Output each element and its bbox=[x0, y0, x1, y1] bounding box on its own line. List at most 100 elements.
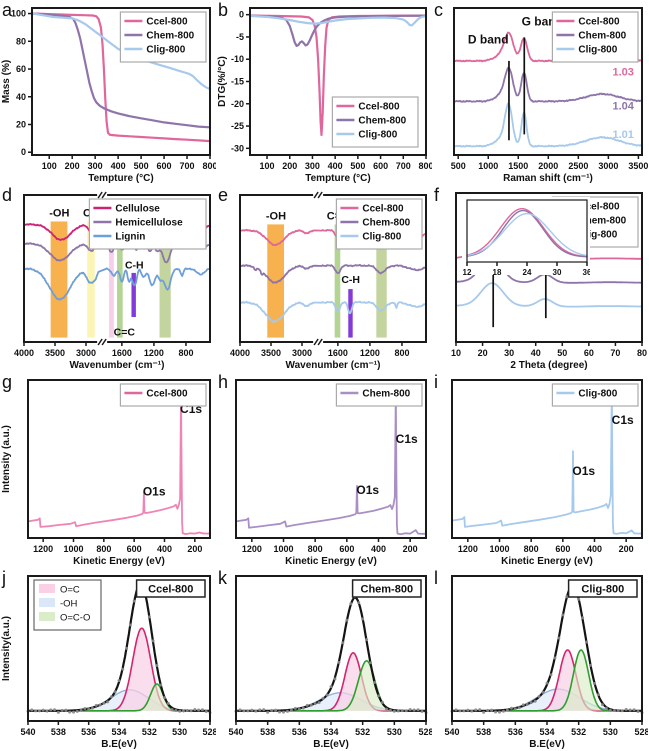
svg-text:200: 200 bbox=[282, 161, 297, 171]
svg-text:Intensity(a.u.): Intensity(a.u.) bbox=[1, 616, 12, 681]
svg-text:1200: 1200 bbox=[33, 544, 53, 554]
panel-e: e 4000 3500 3000 1600 1200 800 Wavenumber (cm⁻… bbox=[216, 185, 432, 372]
svg-text:3000: 3000 bbox=[292, 348, 312, 358]
svg-text:Hemicellulose: Hemicellulose bbox=[115, 218, 183, 229]
svg-text:Ccel-800: Ccel-800 bbox=[362, 204, 404, 215]
panel-g: g 1200 1000 800 600 400 200 Kinetic Energy (eV… bbox=[0, 372, 216, 568]
svg-text:800: 800 bbox=[308, 544, 323, 554]
svg-text:400: 400 bbox=[157, 544, 172, 554]
svg-text:Ccel-800: Ccel-800 bbox=[146, 17, 188, 28]
svg-text:Chem-800: Chem-800 bbox=[358, 116, 406, 127]
panel-letter-a: a bbox=[2, 0, 13, 20]
svg-text:3000: 3000 bbox=[76, 348, 96, 358]
svg-text:O=C: O=C bbox=[60, 585, 80, 596]
svg-text:600: 600 bbox=[127, 544, 142, 554]
svg-text:Wavenumber (cm⁻¹): Wavenumber (cm⁻¹) bbox=[70, 360, 165, 371]
svg-text:532: 532 bbox=[355, 727, 370, 737]
svg-text:20: 20 bbox=[478, 348, 488, 358]
svg-text:528: 528 bbox=[634, 727, 648, 737]
chart-ftir-carbons: 4000 3500 3000 1600 1200 800 Wavenumber (cm⁻¹)… bbox=[230, 191, 427, 371]
svg-text:Kinetic Energy (eV): Kinetic Energy (eV) bbox=[501, 556, 593, 567]
svg-text:Clig-800: Clig-800 bbox=[578, 389, 617, 400]
svg-text:C-H: C-H bbox=[125, 260, 144, 272]
svg-text:C=C: C=C bbox=[114, 326, 136, 338]
svg-text:Clig-800: Clig-800 bbox=[358, 130, 397, 141]
svg-text:400: 400 bbox=[587, 544, 602, 554]
panel-a: a 100 200 300 400 500 600 700 800 0 20 40 60 80 100 Te… bbox=[0, 0, 216, 185]
panel-letter-k: k bbox=[218, 568, 227, 588]
svg-text:800: 800 bbox=[394, 348, 409, 358]
panel-letter-i: i bbox=[434, 372, 438, 392]
svg-text:1200: 1200 bbox=[360, 348, 380, 358]
svg-text:534: 534 bbox=[111, 727, 126, 737]
svg-text:600: 600 bbox=[157, 161, 172, 171]
panel-b: b 100 200 300 400 500 600 700 800 0 -5 -10 -15 -20 -2… bbox=[216, 0, 432, 185]
svg-text:400: 400 bbox=[371, 544, 386, 554]
svg-text:0: 0 bbox=[21, 147, 26, 157]
chart-ftir-precursors: 4000 3500 3000 1600 1200 800 Wavenumber (cm⁻¹)… bbox=[14, 191, 211, 371]
svg-text:1.01: 1.01 bbox=[612, 129, 633, 141]
panel-letter-g: g bbox=[2, 372, 13, 392]
svg-text:600: 600 bbox=[373, 161, 388, 171]
svg-text:Clig-800: Clig-800 bbox=[581, 584, 624, 596]
svg-text:B.E(eV): B.E(eV) bbox=[101, 739, 137, 750]
svg-text:528: 528 bbox=[202, 727, 216, 737]
svg-text:DTG(%/°C): DTG(%/°C) bbox=[217, 56, 228, 107]
svg-text:530: 530 bbox=[603, 727, 618, 737]
svg-text:Ccel-800: Ccel-800 bbox=[148, 584, 193, 596]
svg-text:2500: 2500 bbox=[568, 161, 588, 171]
svg-text:532: 532 bbox=[571, 727, 586, 737]
svg-text:540: 540 bbox=[20, 727, 35, 737]
svg-text:200: 200 bbox=[65, 161, 80, 171]
svg-text:300: 300 bbox=[305, 161, 320, 171]
svg-text:300: 300 bbox=[88, 161, 103, 171]
chart-dtg: 100 200 300 400 500 600 700 800 0 -5 -10 -15 -20 -25 -… bbox=[217, 7, 432, 184]
svg-text:-25: -25 bbox=[231, 121, 244, 131]
svg-text:O1s: O1s bbox=[572, 464, 595, 478]
panel-i: i 1200 1000 800 600 400 200 Kinetic Energy (eV… bbox=[432, 372, 648, 568]
svg-text:540: 540 bbox=[444, 727, 459, 737]
svg-text:536: 536 bbox=[508, 727, 523, 737]
svg-text:1200: 1200 bbox=[242, 544, 262, 554]
chart-xps-survey-chem: 1200 1000 800 600 400 200 Kinetic Energy (eV) C… bbox=[235, 379, 427, 567]
svg-text:540: 540 bbox=[228, 727, 243, 737]
svg-text:Chem-800: Chem-800 bbox=[578, 31, 626, 42]
svg-text:-OH: -OH bbox=[49, 207, 69, 219]
panel-j: j 540 538 536 534 532 530 528 B.E(eV) Intensity(… bbox=[0, 568, 216, 751]
svg-text:30: 30 bbox=[553, 268, 562, 275]
svg-text:Clig-800: Clig-800 bbox=[146, 45, 185, 56]
svg-text:1500: 1500 bbox=[508, 161, 528, 171]
svg-text:1200: 1200 bbox=[144, 348, 164, 358]
svg-text:400: 400 bbox=[111, 161, 126, 171]
svg-text:Mass (%): Mass (%) bbox=[1, 60, 12, 103]
svg-text:Wavenumber (cm⁻¹): Wavenumber (cm⁻¹) bbox=[286, 360, 381, 371]
svg-text:-5: -5 bbox=[236, 32, 244, 42]
panel-k: k 540 538 536 534 532 530 528 B.E(eV) Chem-800 bbox=[216, 568, 432, 751]
svg-text:100: 100 bbox=[11, 9, 26, 19]
svg-text:60: 60 bbox=[16, 64, 26, 74]
svg-text:1000: 1000 bbox=[273, 544, 293, 554]
svg-text:600: 600 bbox=[339, 544, 354, 554]
svg-text:Clig-800: Clig-800 bbox=[362, 232, 401, 243]
panel-letter-j: j bbox=[2, 568, 6, 588]
svg-text:-20: -20 bbox=[231, 99, 244, 109]
panel-c: c 500 1000 1500 2000 2500 3000 3500 Raman shift… bbox=[432, 0, 648, 185]
chart-raman: 500 1000 1500 2000 2500 3000 3500 Raman shift (… bbox=[451, 7, 648, 184]
svg-text:-OH: -OH bbox=[266, 210, 286, 222]
svg-text:3500: 3500 bbox=[261, 348, 281, 358]
svg-text:534: 534 bbox=[539, 727, 554, 737]
svg-text:600: 600 bbox=[555, 544, 570, 554]
svg-text:2000: 2000 bbox=[538, 161, 558, 171]
svg-text:700: 700 bbox=[396, 161, 411, 171]
svg-text:80: 80 bbox=[637, 348, 647, 358]
svg-text:12: 12 bbox=[463, 268, 472, 275]
svg-text:Clig-800: Clig-800 bbox=[578, 45, 617, 56]
svg-text:80: 80 bbox=[16, 36, 26, 46]
svg-text:538: 538 bbox=[51, 727, 66, 737]
svg-text:800: 800 bbox=[418, 161, 432, 171]
svg-text:4000: 4000 bbox=[230, 348, 250, 358]
svg-text:-10: -10 bbox=[231, 54, 244, 64]
svg-text:200: 200 bbox=[187, 544, 202, 554]
svg-text:D band: D band bbox=[468, 32, 509, 46]
